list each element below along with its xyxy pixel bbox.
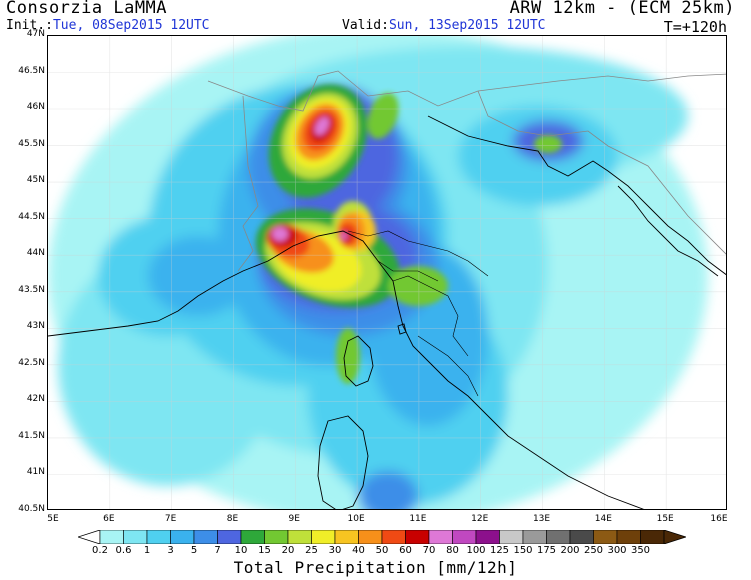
lon-tick-label: 5E xyxy=(47,514,59,524)
lat-tick-label: 40.5N xyxy=(18,504,45,514)
colorbar-level-label: 15 xyxy=(258,545,271,556)
colorbar-swatch xyxy=(499,530,524,544)
colorbar-level-label: 250 xyxy=(583,545,604,556)
colorbar-swatch xyxy=(99,530,124,544)
colorbar-swatch xyxy=(569,530,594,544)
header-title: Consorzia LaMMA xyxy=(6,0,168,18)
graticule xyxy=(48,36,726,509)
colorbar-swatch xyxy=(405,530,430,544)
colorbar-level-label: 100 xyxy=(466,545,486,556)
lon-tick-label: 15E xyxy=(656,514,674,524)
country-borders xyxy=(207,70,726,272)
lon-tick-label: 9E xyxy=(288,514,300,524)
lat-tick-label: 44.5N xyxy=(18,211,45,222)
lat-tick-label: 44N xyxy=(26,248,45,259)
colorbar-swatch xyxy=(193,530,218,544)
lat-tick-label: 42N xyxy=(26,394,45,405)
colorbar-low-arrow xyxy=(78,530,101,544)
colorbar-level-label: 7 xyxy=(214,545,221,556)
lat-tick-label: 47N xyxy=(26,29,45,39)
colorbar-swatch xyxy=(475,530,500,544)
colorbar-level-label: 200 xyxy=(560,545,580,556)
colorbar-level-label: 0.2 xyxy=(92,545,108,556)
valid-value: Sun, 13Sep2015 12UTC xyxy=(388,18,546,33)
colorbar-level-label: 150 xyxy=(513,545,533,556)
lat-tick-label: 45.5N xyxy=(18,138,45,149)
lon-tick-label: 12E xyxy=(471,514,489,524)
colorbar-level-label: 10 xyxy=(234,545,248,556)
lat-tick-label: 42.5N xyxy=(18,357,45,368)
colorbar-swatch xyxy=(593,530,618,544)
colorbar-labels: 0.2 0.6 1 3 5 7 10 15 20 25 30 40 50 60 70 80 100 125 150 1… xyxy=(78,545,686,559)
lon-tick-label: 14E xyxy=(594,514,612,524)
colorbar xyxy=(78,530,686,544)
colorbar-title: Total Precipitation [mm/12h] xyxy=(233,558,518,577)
colorbar-swatch xyxy=(311,530,336,544)
colorbar-swatch xyxy=(170,530,195,544)
colorbar-level-label: 350 xyxy=(630,545,651,556)
colorbar-level-label: 1 xyxy=(143,545,151,556)
colorbar-swatch xyxy=(217,530,242,544)
colorbar-swatch xyxy=(428,530,453,544)
colorbar-level-label: 125 xyxy=(489,545,510,556)
colorbar-level-label: 50 xyxy=(375,545,389,556)
lat-tick-label: 41.5N xyxy=(18,430,45,441)
colorbar-swatch xyxy=(146,530,171,544)
colorbar-level-label: 25 xyxy=(305,545,318,556)
colorbar-swatch xyxy=(452,530,477,544)
colorbar-swatch xyxy=(358,530,383,544)
regional-borders xyxy=(347,230,489,397)
lon-tick-label: 16E xyxy=(710,514,728,524)
lon-tick-label: 7E xyxy=(164,514,177,524)
lon-tick-label: 10E xyxy=(347,514,365,524)
colorbar-level-label: 70 xyxy=(422,545,436,556)
map-svg xyxy=(48,36,726,509)
colorbar-high-arrow xyxy=(663,530,686,544)
colorbar-swatch xyxy=(381,530,406,544)
lat-tick-label: 46.5N xyxy=(18,65,45,76)
colorbar-level-label: 175 xyxy=(536,545,557,556)
header-valid: Valid:Sun, 13Sep2015 12UTC xyxy=(342,18,546,33)
colorbar-swatch xyxy=(334,530,359,544)
colorbar-swatch xyxy=(287,530,312,544)
header-init: Init.:Tue, 08Sep2015 12UTC xyxy=(6,18,210,33)
header-model: ARW 12km - (ECM 25km) xyxy=(509,0,735,18)
colorbar-level-label: 20 xyxy=(281,545,295,556)
colorbar-level-label: 300 xyxy=(607,545,627,556)
lat-tick-label: 41N xyxy=(26,467,45,478)
lon-tick-label: 6E xyxy=(103,514,115,524)
colorbar-level-label: 3 xyxy=(167,545,174,556)
valid-label: Valid: xyxy=(342,18,389,33)
lon-tick-label: 13E xyxy=(532,514,551,524)
colorbar-level-label: 30 xyxy=(328,545,342,556)
colorbar-swatch xyxy=(123,530,148,544)
init-value: Tue, 08Sep2015 12UTC xyxy=(52,18,210,33)
lat-tick-label: 46N xyxy=(26,102,45,113)
colorbar-level-label: 0.6 xyxy=(115,545,132,556)
colorbar-swatch xyxy=(616,530,641,544)
colorbar-level-label: 80 xyxy=(446,545,459,556)
lon-tick-label: 8E xyxy=(226,514,239,524)
colorbar-swatch xyxy=(546,530,571,544)
forecast-step: T=+120h xyxy=(663,18,727,36)
lat-tick-label: 45N xyxy=(26,175,45,186)
lat-tick-label: 43N xyxy=(26,321,45,332)
init-label: Init.: xyxy=(6,18,53,33)
precipitation-map xyxy=(47,35,727,510)
lat-tick-label: 43.5N xyxy=(18,284,45,295)
colorbar-swatch xyxy=(522,530,547,544)
colorbar-swatch xyxy=(640,530,665,544)
colorbar-level-label: 60 xyxy=(399,545,412,556)
colorbar-level-label: 40 xyxy=(352,545,365,556)
colorbar-swatch xyxy=(240,530,265,544)
precip-field-heavy xyxy=(255,84,562,384)
lon-tick-label: 11E xyxy=(409,514,427,524)
colorbar-swatch xyxy=(264,530,289,544)
colorbar-level-label: 5 xyxy=(190,545,198,556)
